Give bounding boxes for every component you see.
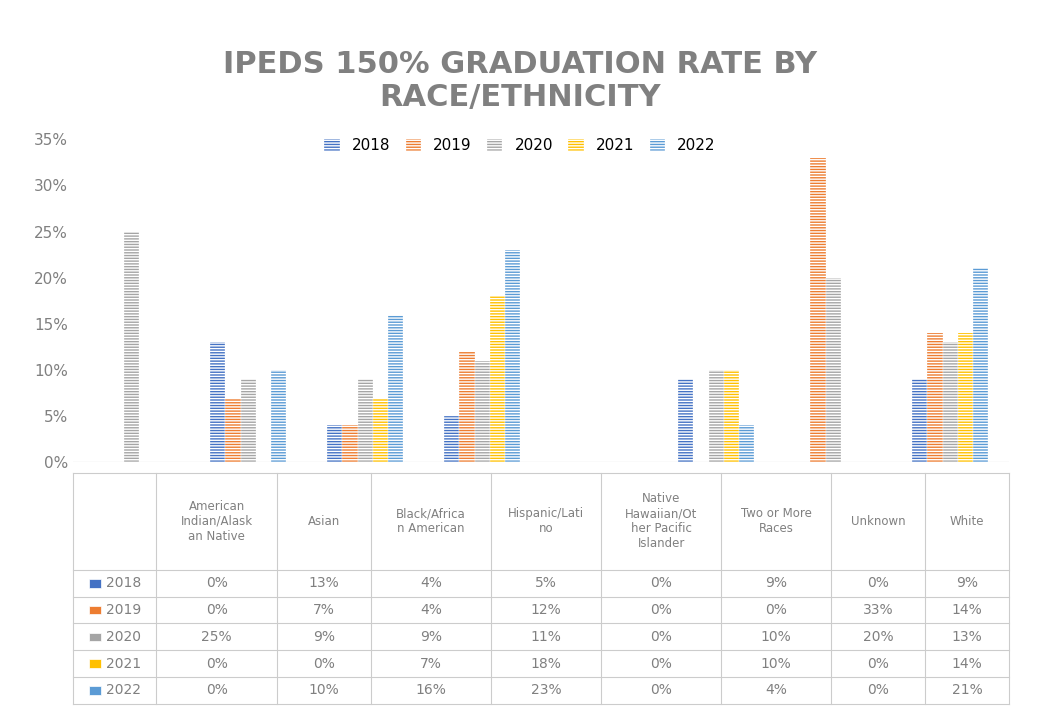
- Text: 23%: 23%: [530, 683, 562, 697]
- Bar: [958, 333, 973, 462]
- Bar: [912, 379, 928, 462]
- Bar: [678, 379, 694, 462]
- Text: 0%: 0%: [206, 577, 228, 590]
- Text: American
Indian/Alask
an Native: American Indian/Alask an Native: [181, 500, 253, 542]
- Bar: [328, 425, 342, 462]
- Bar: [460, 351, 474, 462]
- Bar: [708, 370, 724, 462]
- Text: 13%: 13%: [309, 577, 339, 590]
- Bar: [342, 425, 358, 462]
- Text: 0%: 0%: [650, 683, 672, 697]
- Text: 0%: 0%: [206, 683, 228, 697]
- Text: 2020: 2020: [106, 630, 141, 644]
- Bar: [724, 370, 739, 462]
- Text: Asian: Asian: [308, 515, 340, 528]
- Text: 4%: 4%: [765, 683, 787, 697]
- Text: 0%: 0%: [650, 577, 672, 590]
- Bar: [505, 250, 520, 462]
- Text: Black/Africa
n American: Black/Africa n American: [396, 508, 466, 535]
- Text: 7%: 7%: [313, 603, 335, 617]
- Text: Native
Hawaiian/Ot
her Pacific
Islander: Native Hawaiian/Ot her Pacific Islander: [625, 492, 697, 550]
- Text: 10%: 10%: [760, 657, 791, 670]
- Text: 25%: 25%: [202, 630, 232, 644]
- Bar: [358, 379, 373, 462]
- Bar: [928, 333, 942, 462]
- Bar: [373, 397, 388, 462]
- Bar: [388, 314, 404, 462]
- Text: 0%: 0%: [650, 657, 672, 670]
- Text: 2021: 2021: [106, 657, 141, 670]
- Text: 2019: 2019: [106, 603, 141, 617]
- Bar: [826, 278, 841, 462]
- Text: 0%: 0%: [313, 657, 335, 670]
- Bar: [444, 416, 460, 462]
- Bar: [973, 269, 988, 462]
- Text: 0%: 0%: [206, 657, 228, 670]
- Bar: [124, 232, 139, 462]
- Bar: [210, 342, 226, 462]
- Bar: [739, 425, 754, 462]
- Bar: [240, 379, 256, 462]
- Bar: [490, 296, 505, 462]
- Text: 14%: 14%: [952, 657, 983, 670]
- Text: 20%: 20%: [863, 630, 893, 644]
- Text: 5%: 5%: [536, 577, 557, 590]
- Bar: [271, 370, 286, 462]
- Text: 0%: 0%: [650, 603, 672, 617]
- Text: 9%: 9%: [956, 577, 978, 590]
- Bar: [942, 342, 958, 462]
- Legend: 2018, 2019, 2020, 2021, 2022: 2018, 2019, 2020, 2021, 2022: [318, 132, 722, 159]
- Text: 18%: 18%: [530, 657, 562, 670]
- Text: 0%: 0%: [867, 657, 889, 670]
- Bar: [474, 360, 490, 462]
- Text: Two or More
Races: Two or More Races: [740, 508, 811, 535]
- Text: 9%: 9%: [313, 630, 335, 644]
- Bar: [810, 158, 826, 462]
- Text: 0%: 0%: [650, 630, 672, 644]
- Text: 10%: 10%: [309, 683, 339, 697]
- Text: 9%: 9%: [420, 630, 442, 644]
- Text: White: White: [950, 515, 984, 528]
- Text: 13%: 13%: [952, 630, 983, 644]
- Text: 33%: 33%: [863, 603, 893, 617]
- Text: 12%: 12%: [530, 603, 562, 617]
- Text: 4%: 4%: [420, 577, 442, 590]
- Text: 9%: 9%: [765, 577, 787, 590]
- Text: 0%: 0%: [867, 577, 889, 590]
- Text: 10%: 10%: [760, 630, 791, 644]
- Text: 7%: 7%: [420, 657, 442, 670]
- Bar: [226, 397, 240, 462]
- Text: 14%: 14%: [952, 603, 983, 617]
- Text: 0%: 0%: [867, 683, 889, 697]
- Text: 2022: 2022: [106, 683, 141, 697]
- Text: Unknown: Unknown: [851, 515, 906, 528]
- Text: 11%: 11%: [530, 630, 562, 644]
- Text: 2018: 2018: [106, 577, 141, 590]
- Text: 16%: 16%: [416, 683, 446, 697]
- Text: Hispanic/Lati
no: Hispanic/Lati no: [508, 508, 584, 535]
- Text: IPEDS 150% GRADUATION RATE BY
RACE/ETHNICITY: IPEDS 150% GRADUATION RATE BY RACE/ETHNI…: [223, 50, 817, 112]
- Text: 0%: 0%: [765, 603, 787, 617]
- Text: 0%: 0%: [206, 603, 228, 617]
- Text: 4%: 4%: [420, 603, 442, 617]
- Text: 21%: 21%: [952, 683, 983, 697]
